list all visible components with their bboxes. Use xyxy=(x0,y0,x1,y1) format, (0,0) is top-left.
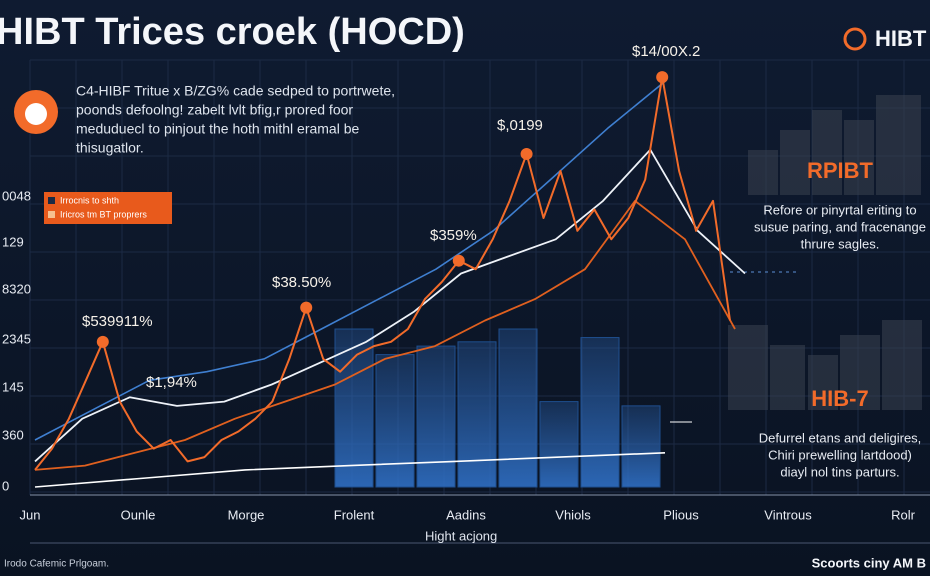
description-line: C4-HIBF Tritue x B/ZG% cade sedped to po… xyxy=(76,83,395,99)
y-tick-label: 145 xyxy=(2,379,24,394)
logo-face xyxy=(25,103,47,125)
peak-marker xyxy=(300,301,313,314)
panel-title: RPIBT xyxy=(807,158,874,183)
annotation: $1,94% xyxy=(146,374,197,391)
x-tick-label: Aadins xyxy=(446,507,486,522)
x-tick-label: Frolent xyxy=(334,507,375,522)
trend-line xyxy=(34,452,666,488)
x-tick-label: Ounle xyxy=(121,507,156,522)
y-tick-label: 0 xyxy=(2,478,9,493)
footer-left: Irodo Cafemic Prlgoam. xyxy=(4,559,109,570)
x-tick-label: Vhiols xyxy=(555,507,591,522)
x-tick-label: Plious xyxy=(663,507,699,522)
panel-text: Defurrel etans and deligires, xyxy=(759,430,922,445)
legend-entry: Irrocnis to shth xyxy=(60,195,119,205)
bar xyxy=(580,337,620,488)
bar xyxy=(498,328,538,488)
legend-box xyxy=(44,192,172,224)
annotation: $,0199 xyxy=(497,117,543,134)
brand-icon xyxy=(843,27,867,51)
y-tick-label: 129 xyxy=(2,234,24,249)
x-axis-title: Hight acjong xyxy=(425,528,497,543)
annotation: $359% xyxy=(430,227,477,244)
x-tick-label: Vintrous xyxy=(764,507,812,522)
brand: HIBT xyxy=(875,26,927,51)
trend-line xyxy=(34,200,736,471)
annotation: $14/00X.2 xyxy=(632,43,700,60)
trend-line xyxy=(34,148,746,463)
chart-title: HIBT Trices croek (HOCD) xyxy=(0,11,465,53)
annotation: $38.50% xyxy=(272,274,331,291)
panel-title: HIB-7 xyxy=(811,386,868,411)
legend-swatch xyxy=(48,197,55,204)
description-line: thisugatlor. xyxy=(76,140,144,156)
panel-text: Refore or pinyrtal eriting to xyxy=(763,202,916,217)
bar xyxy=(375,354,415,488)
description-line: poonds defoolng! zabelt lvlt bfig,r pror… xyxy=(76,102,353,118)
panel-text: susue paring, and fracenange xyxy=(754,219,926,234)
x-tick-label: Jun xyxy=(20,507,41,522)
y-tick-label: 360 xyxy=(2,427,24,442)
price-line xyxy=(34,76,731,471)
bar xyxy=(457,341,497,488)
x-tick-label: Rolr xyxy=(891,507,916,522)
bar xyxy=(334,328,374,488)
peak-marker xyxy=(452,254,465,267)
right-silhouettes xyxy=(728,95,922,410)
panel-text: thrure sagles. xyxy=(801,236,880,251)
panel-text: Chiri prewelling lartdood) xyxy=(768,447,912,462)
y-tick-label: 2345 xyxy=(2,331,31,346)
panel-text: diayl nol tins parturs. xyxy=(780,464,899,479)
y-tick-label: 0048 xyxy=(2,188,31,203)
annotation: $539911% xyxy=(82,313,153,330)
bar xyxy=(416,345,456,488)
x-tick-label: Morge xyxy=(228,507,265,522)
y-tick-label: 8320 xyxy=(2,281,31,296)
peak-marker xyxy=(96,335,109,348)
bar xyxy=(539,401,579,488)
legend-swatch xyxy=(48,211,55,218)
description-line: meduduecl to pinjout the hoth mithl eram… xyxy=(76,121,359,137)
footer-right: Scoorts ciny AM B xyxy=(812,555,926,570)
legend-entry: Iricros tm BT proprers xyxy=(60,209,147,219)
peak-marker xyxy=(656,71,669,84)
bar xyxy=(621,405,661,488)
peak-marker xyxy=(520,147,533,160)
